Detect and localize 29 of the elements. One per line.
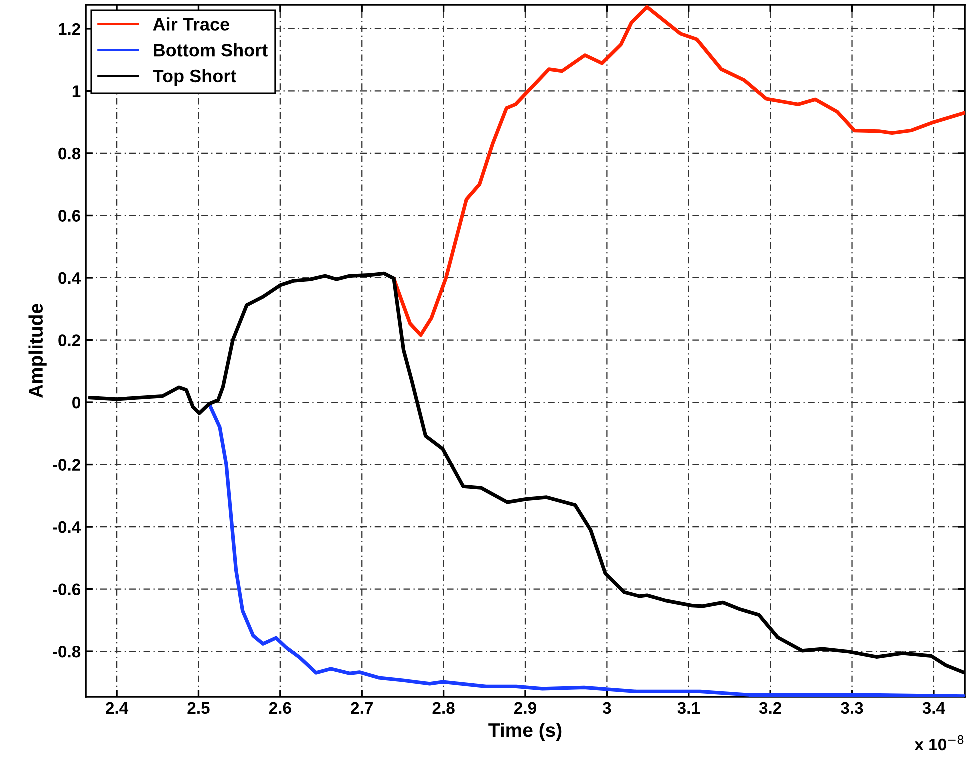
y-tick-label: 0 [72, 396, 80, 409]
x-tick-label: 2.7 [351, 702, 373, 714]
x-tick-label: 3 [602, 702, 612, 714]
y-tick-label: 0.2 [58, 334, 80, 346]
x-tick-label: 2.9 [514, 702, 536, 714]
y-axis-title: Amplitude [28, 304, 47, 398]
x-tick-label: 3.3 [841, 702, 864, 714]
x-tick-label: 2.4 [106, 702, 129, 714]
legend-label: Air Trace [153, 18, 230, 31]
y-tick-label: 0.4 [58, 272, 82, 284]
y-tick-label: -0.4 [53, 521, 82, 534]
y-tick-label: -0.6 [53, 584, 81, 596]
x-tick-label: 2.5 [188, 702, 210, 714]
x-axis-title: Time (s) [488, 722, 562, 742]
legend-label: Bottom Short [154, 44, 268, 57]
y-tick-label: -0.8 [53, 646, 81, 658]
y-tick-label: 1 [72, 86, 81, 98]
x-tick-label: 3.2 [759, 702, 782, 714]
y-tick-label: -0.2 [53, 459, 80, 471]
text: x 10$^{−8}$ [914, 735, 964, 751]
x-tick-label: 2.6 [269, 702, 292, 714]
x-tick-label: 3.1 [678, 702, 700, 714]
x-tick-label: 2.8 [432, 702, 455, 714]
line-series [208, 402, 965, 697]
y-tick-label: 0.8 [58, 148, 81, 160]
y-tick-label: 0.6 [58, 210, 81, 222]
x-tick-label: 3.4 [922, 702, 946, 714]
y-tick-label: 1.2 [59, 23, 80, 36]
legend-label: Top Short [153, 69, 236, 86]
